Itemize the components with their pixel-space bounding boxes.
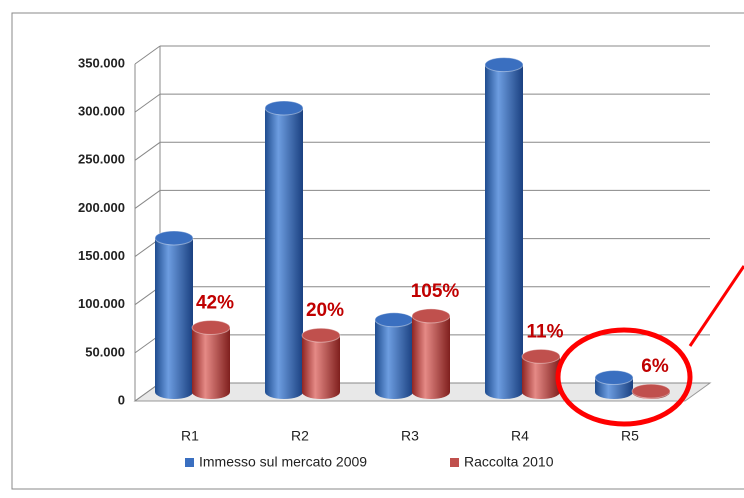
bar — [484, 57, 524, 399]
bar-part — [631, 383, 671, 399]
y-tick-label: 350.000 — [78, 55, 125, 70]
grid-line-side — [134, 190, 161, 209]
bar — [374, 312, 414, 399]
bar — [631, 383, 671, 399]
legend-swatch — [450, 458, 459, 467]
bar — [154, 230, 194, 399]
bar — [191, 319, 231, 399]
bar — [521, 348, 561, 399]
bar-part — [302, 335, 340, 392]
y-tick-label: 300.000 — [78, 104, 125, 119]
bar-part — [484, 57, 524, 73]
y-tick-label: 0 — [118, 392, 125, 407]
bar-part — [375, 319, 413, 392]
bar — [411, 308, 451, 399]
bar-part — [301, 327, 341, 343]
data-label: 6% — [641, 356, 669, 377]
y-tick-label: 200.000 — [78, 200, 125, 215]
annotation-line — [688, 265, 744, 347]
bar-part — [594, 370, 634, 386]
data-label: 11% — [527, 321, 564, 342]
legend-label: Immesso sul mercato 2009 — [199, 454, 367, 470]
highlight-circle — [555, 327, 693, 427]
bar — [301, 327, 341, 399]
bar-part — [154, 230, 194, 246]
bar-part — [411, 308, 451, 324]
bar-part — [412, 315, 450, 392]
y-tick-label: 100.000 — [78, 296, 125, 311]
data-label: 42% — [196, 293, 234, 314]
bar — [264, 100, 304, 399]
x-tick-label: R5 — [621, 428, 639, 444]
bar-part — [192, 327, 230, 392]
x-tick-label: R1 — [181, 428, 199, 444]
x-tick-label: R4 — [511, 428, 529, 444]
y-tick-label: 250.000 — [78, 152, 125, 167]
bar-part — [264, 100, 304, 116]
bar-part — [265, 107, 303, 392]
y-tick-label: 150.000 — [78, 248, 125, 263]
data-label: 20% — [306, 300, 344, 321]
grid-line-side — [134, 45, 161, 65]
legend-swatch — [185, 458, 194, 467]
x-tick-label: R3 — [401, 428, 419, 444]
grid-line-side — [134, 141, 161, 161]
bar-part — [374, 312, 414, 328]
x-tick-label: R2 — [291, 428, 309, 444]
legend-label: Raccolta 2010 — [464, 454, 554, 470]
bar — [594, 370, 634, 399]
bar-part — [155, 237, 193, 392]
bar-part — [191, 319, 231, 335]
grid-line-side — [134, 93, 161, 113]
bar-part — [485, 64, 523, 392]
bar-part — [521, 348, 561, 364]
chart-frame — [11, 12, 744, 490]
y-tick-label: 50.000 — [85, 344, 125, 359]
data-label: 105% — [411, 281, 460, 302]
